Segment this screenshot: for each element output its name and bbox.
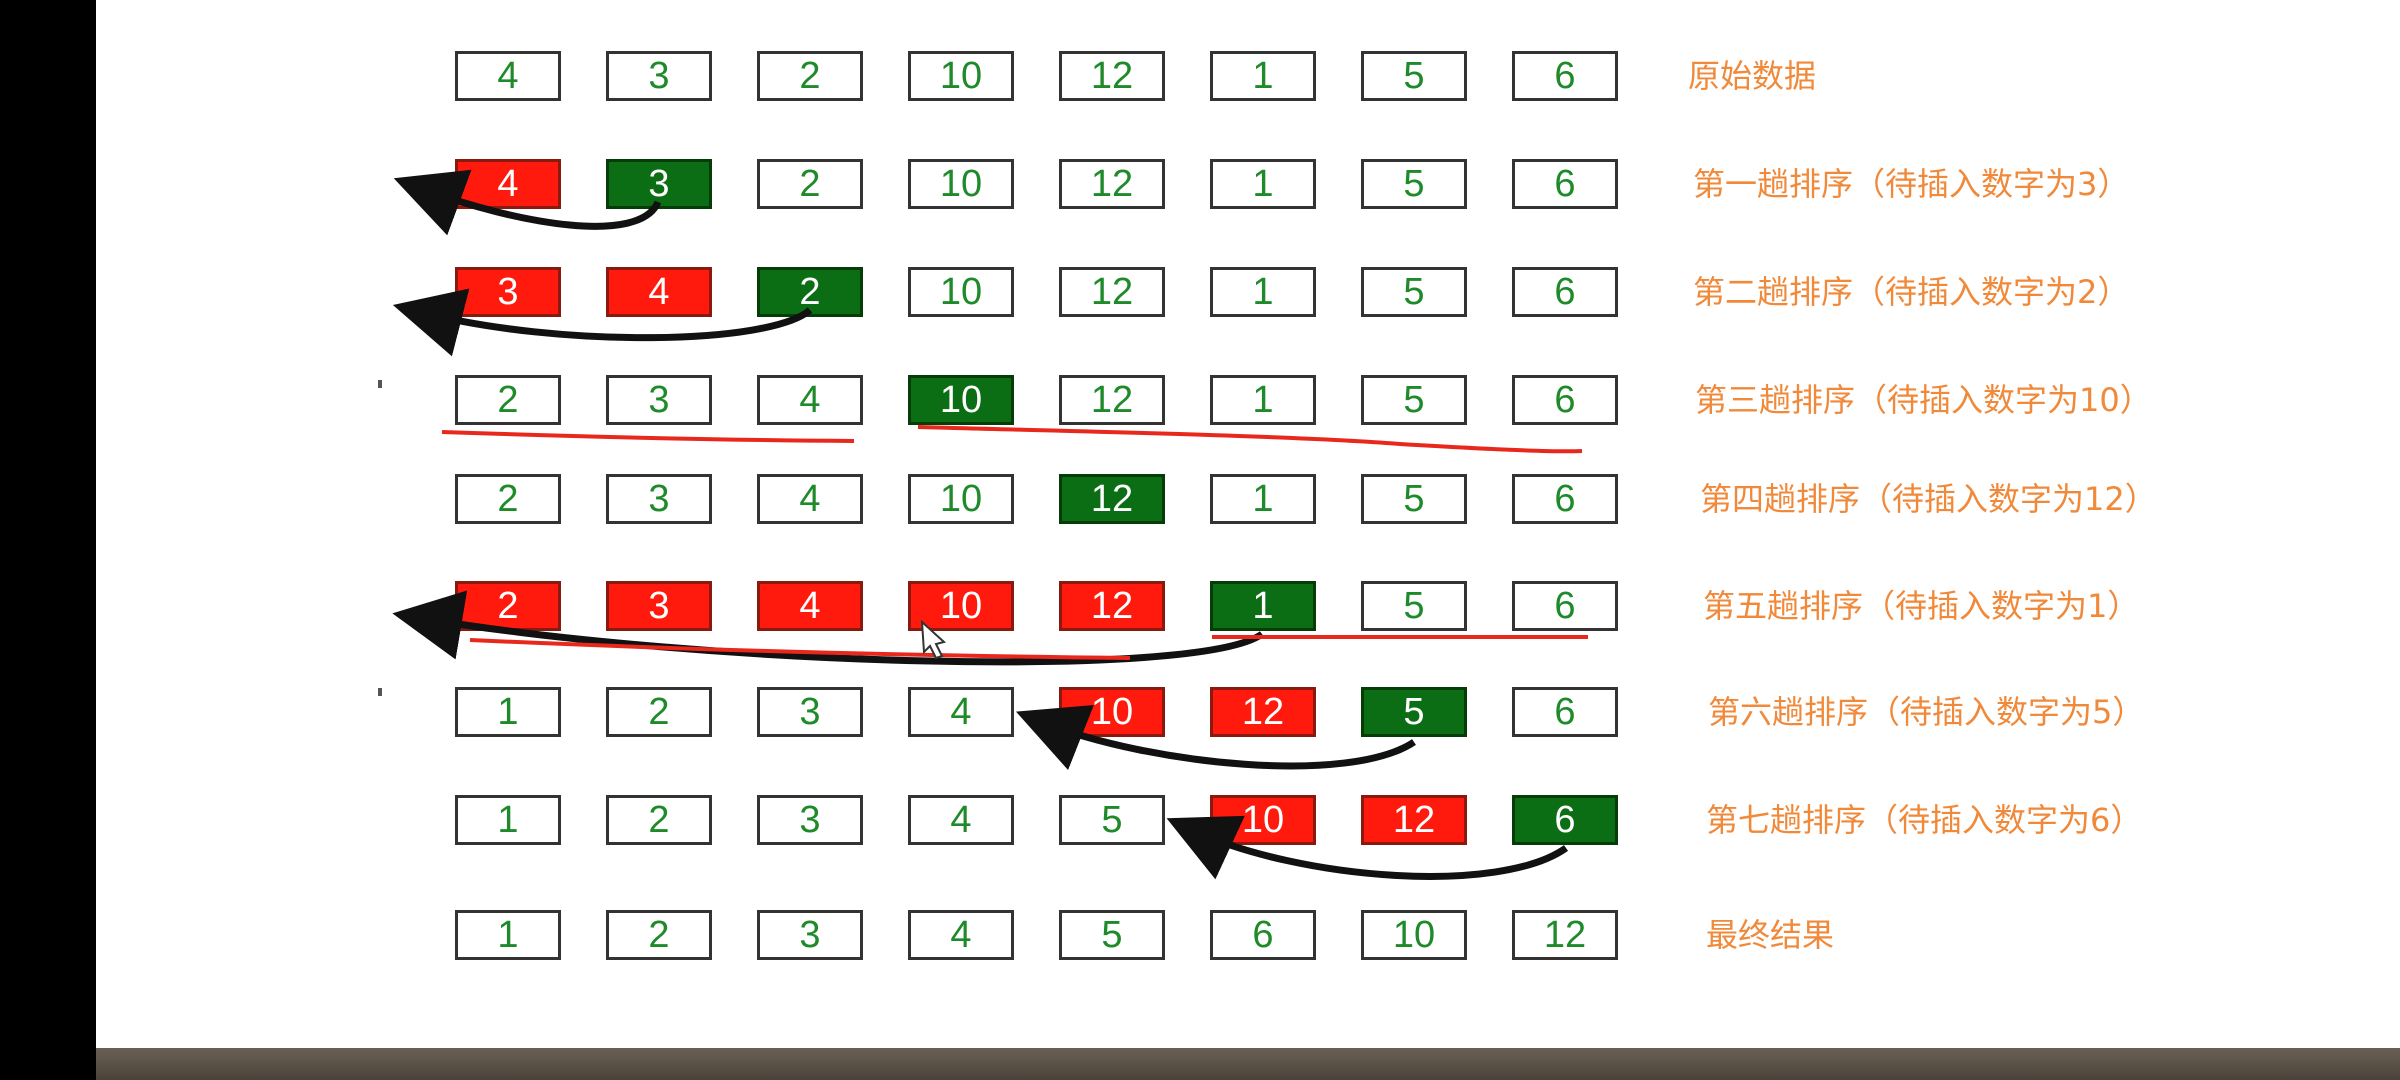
- number-cell: 10: [908, 51, 1014, 101]
- shifted-cell: 2: [455, 581, 561, 631]
- number-cell: 1: [1210, 51, 1316, 101]
- shifted-cell: 10: [1210, 795, 1316, 845]
- number-cell: 1: [455, 687, 561, 737]
- number-cell: 2: [757, 159, 863, 209]
- number-cell: 6: [1512, 159, 1618, 209]
- number-cell: 5: [1361, 51, 1467, 101]
- sort-pass-row: 4 3 2 10 12 1 5 6 第一趟排序（待插入数字为3）: [0, 156, 2400, 212]
- number-cell: 4: [908, 910, 1014, 960]
- pass-label: 第四趟排序（待插入数字为12）: [1700, 480, 2157, 518]
- number-cell: 1: [1210, 159, 1316, 209]
- pass-label: 第六趟排序（待插入数字为5）: [1708, 693, 2145, 731]
- number-cell: 12: [1059, 375, 1165, 425]
- number-cell: 6: [1512, 51, 1618, 101]
- number-cell: 6: [1512, 581, 1618, 631]
- shifted-cell: 10: [908, 581, 1014, 631]
- number-cell: 6: [1512, 474, 1618, 524]
- sort-pass-row: 3 4 2 10 12 1 5 6 第二趟排序（待插入数字为2）: [0, 264, 2400, 320]
- sort-pass-row: 2 3 4 10 12 1 5 6 第四趟排序（待插入数字为12）: [0, 471, 2400, 527]
- number-cell: 6: [1210, 910, 1316, 960]
- pass-label: 原始数据: [1688, 57, 1817, 95]
- number-cell: 6: [1512, 375, 1618, 425]
- number-cell: 2: [606, 687, 712, 737]
- number-cell: 5: [1361, 267, 1467, 317]
- pass-label: 最终结果: [1706, 916, 1835, 954]
- number-cell: 12: [1059, 51, 1165, 101]
- pass-label: 第三趟排序（待插入数字为10）: [1695, 381, 2152, 419]
- number-cell: 4: [908, 795, 1014, 845]
- number-cell: 3: [757, 795, 863, 845]
- number-cell: 3: [606, 51, 712, 101]
- pending-insert-cell: 12: [1059, 474, 1165, 524]
- number-cell: 10: [1361, 910, 1467, 960]
- number-cell: 3: [757, 687, 863, 737]
- number-cell: 12: [1512, 910, 1618, 960]
- shifted-cell: 3: [455, 267, 561, 317]
- stray-mark: [378, 688, 382, 696]
- shifted-cell: 12: [1210, 687, 1316, 737]
- number-cell: 12: [1059, 159, 1165, 209]
- pass-label: 第七趟排序（待插入数字为6）: [1706, 801, 2143, 839]
- number-cell: 10: [908, 267, 1014, 317]
- number-cell: 3: [606, 474, 712, 524]
- number-cell: 5: [1059, 910, 1165, 960]
- number-cell: 2: [757, 51, 863, 101]
- number-cell: 10: [908, 159, 1014, 209]
- number-cell: 2: [606, 795, 712, 845]
- number-cell: 2: [455, 474, 561, 524]
- pending-insert-cell: 2: [757, 267, 863, 317]
- shifted-cell: 4: [455, 159, 561, 209]
- number-cell: 5: [1361, 474, 1467, 524]
- sort-pass-row: 1 2 3 4 5 10 12 6 第七趟排序（待插入数字为6）: [0, 792, 2400, 848]
- number-cell: 1: [1210, 375, 1316, 425]
- shifted-cell: 4: [606, 267, 712, 317]
- number-cell: 2: [606, 910, 712, 960]
- number-cell: 3: [606, 375, 712, 425]
- shifted-cell: 10: [1059, 687, 1165, 737]
- number-cell: 6: [1512, 267, 1618, 317]
- pass-label: 第一趟排序（待插入数字为3）: [1693, 165, 2130, 203]
- number-cell: 12: [1059, 267, 1165, 317]
- number-cell: 1: [1210, 267, 1316, 317]
- shifted-cell: 12: [1059, 581, 1165, 631]
- number-cell: 2: [455, 375, 561, 425]
- shifted-cell: 12: [1361, 795, 1467, 845]
- sort-pass-row: 1 2 3 4 5 6 10 12 最终结果: [0, 907, 2400, 963]
- number-cell: 10: [908, 474, 1014, 524]
- number-cell: 4: [757, 375, 863, 425]
- pending-insert-cell: 6: [1512, 795, 1618, 845]
- number-cell: 1: [1210, 474, 1316, 524]
- shifted-cell: 4: [757, 581, 863, 631]
- number-cell: 5: [1361, 581, 1467, 631]
- number-cell: 5: [1361, 375, 1467, 425]
- bottom-taskbar: [96, 1048, 2400, 1080]
- stray-mark: [378, 380, 382, 388]
- pending-insert-cell: 1: [1210, 581, 1316, 631]
- number-cell: 3: [757, 910, 863, 960]
- sort-pass-row: 2 3 4 10 12 1 5 6 第五趟排序（待插入数字为1）: [0, 578, 2400, 634]
- sort-pass-row: 2 3 4 10 12 1 5 6 第三趟排序（待插入数字为10）: [0, 372, 2400, 428]
- number-cell: 4: [455, 51, 561, 101]
- pass-label: 第五趟排序（待插入数字为1）: [1703, 587, 2140, 625]
- pending-insert-cell: 3: [606, 159, 712, 209]
- shifted-cell: 3: [606, 581, 712, 631]
- sort-pass-row: 4 3 2 10 12 1 5 6 原始数据: [0, 48, 2400, 104]
- number-cell: 4: [908, 687, 1014, 737]
- number-cell: 5: [1361, 159, 1467, 209]
- number-cell: 4: [757, 474, 863, 524]
- sort-pass-row: 1 2 3 4 10 12 5 6 第六趟排序（待插入数字为5）: [0, 684, 2400, 740]
- insertion-sort-diagram: 4 3 2 10 12 1 5 6 原始数据 4 3 2 10 12 1 5 6 第一趟排序（待插入数字为3） 3 4…: [0, 48, 2400, 963]
- number-cell: 1: [455, 910, 561, 960]
- pass-label: 第二趟排序（待插入数字为2）: [1693, 273, 2130, 311]
- left-black-bar: [0, 0, 96, 1080]
- number-cell: 5: [1059, 795, 1165, 845]
- number-cell: 6: [1512, 687, 1618, 737]
- pending-insert-cell: 5: [1361, 687, 1467, 737]
- pending-insert-cell: 10: [908, 375, 1014, 425]
- number-cell: 1: [455, 795, 561, 845]
